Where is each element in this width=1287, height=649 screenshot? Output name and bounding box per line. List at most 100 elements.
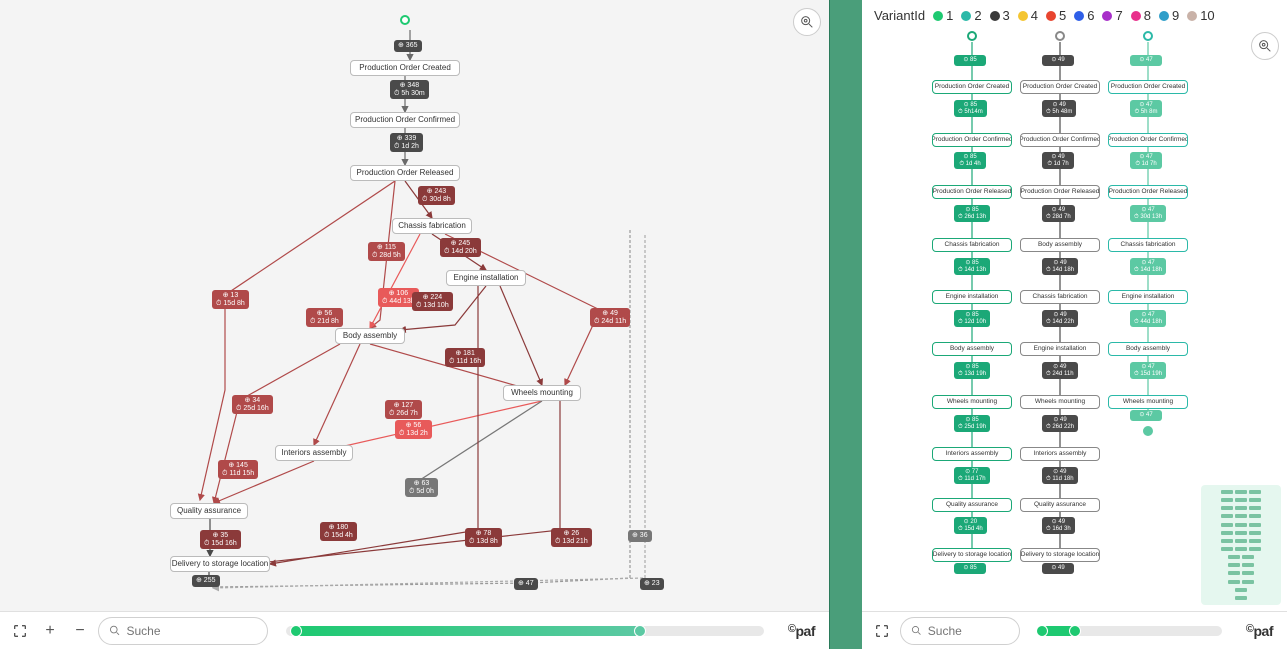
search-box-left[interactable] <box>98 617 268 645</box>
lane-badge[interactable]: ⊙ 85⏱ 25d 19h <box>954 415 990 432</box>
lane-badge[interactable]: ⊙ 85⏱ 26d 13h <box>954 205 990 222</box>
lane-badge[interactable]: ⊙ 49⏱ 16d 3h <box>1042 517 1075 534</box>
zoom-in-button[interactable]: + <box>38 619 62 643</box>
lane-node[interactable]: Body assembly <box>1108 342 1188 356</box>
edge-badge[interactable]: ⊕ 255 <box>192 575 220 587</box>
lane-badge[interactable]: ⊙ 85⏱ 12d 10h <box>954 310 990 327</box>
lane-badge[interactable]: ⊙ 49⏱ 14d 18h <box>1042 258 1078 275</box>
lane-badge[interactable]: ⊙ 47 <box>1130 55 1162 66</box>
lane-node[interactable]: Chassis fabrication <box>932 238 1012 252</box>
edge-badge[interactable]: ⊕ 56⏱ 21d 8h <box>306 308 343 327</box>
edge-badge[interactable]: ⊕ 56⏱ 13d 2h <box>395 420 432 439</box>
slider-handle[interactable] <box>1036 625 1048 637</box>
fullscreen-button[interactable] <box>8 619 32 643</box>
edge-badge[interactable]: ⊕ 348⏱ 5h 30m <box>390 80 429 99</box>
lane-badge[interactable]: ⊙ 49⏱ 5h 48m <box>1042 100 1076 117</box>
edge-badge[interactable]: ⊕ 26⏱ 13d 21h <box>551 528 592 547</box>
lane-badge[interactable]: ⊙ 49 <box>1042 563 1074 574</box>
edge-badge[interactable]: ⊕ 47 <box>514 578 538 590</box>
lane-node[interactable]: Engine installation <box>932 290 1012 304</box>
lane-badge[interactable]: ⊙ 47⏱ 15d 19h <box>1130 362 1166 379</box>
lane-node[interactable]: Production Order Released <box>1020 185 1100 199</box>
lane-badge[interactable]: ⊙ 49⏱ 14d 22h <box>1042 310 1078 327</box>
lane-node[interactable]: Engine installation <box>1020 342 1100 356</box>
flow-node[interactable]: Body assembly <box>335 328 405 344</box>
lane-node[interactable]: Production Order Confirmed <box>1108 133 1188 147</box>
edge-badge[interactable]: ⊕ 339⏱ 1d 2h <box>390 133 423 152</box>
lane-node[interactable]: Production Order Released <box>932 185 1012 199</box>
lane-badge[interactable]: ⊙ 47⏱ 14d 18h <box>1130 258 1166 275</box>
slider-handle[interactable] <box>1069 625 1081 637</box>
lane-badge[interactable]: ⊙ 47⏱ 5h 8m <box>1130 100 1162 117</box>
lane-badge[interactable]: ⊙ 49⏱ 1d 7h <box>1042 152 1074 169</box>
lane-node[interactable]: Production Order Created <box>932 80 1012 94</box>
lane-node[interactable]: Wheels mounting <box>1108 395 1188 409</box>
flow-node[interactable]: Wheels mounting <box>503 385 581 401</box>
lane-node[interactable]: Delivery to storage location <box>1020 548 1100 562</box>
lane-badge[interactable]: ⊙ 85⏱ 14d 13h <box>954 258 990 275</box>
edge-badge[interactable]: ⊕ 63⏱ 5d 0h <box>405 478 438 497</box>
edge-badge[interactable]: ⊕ 145⏱ 11d 15h <box>218 460 258 479</box>
lane-node[interactable]: Body assembly <box>1020 238 1100 252</box>
lane-node[interactable]: Production Order Confirmed <box>932 133 1012 147</box>
edge-badge[interactable]: ⊕ 243⏱ 30d 8h <box>418 186 455 205</box>
flow-node[interactable]: Production Order Created <box>350 60 460 76</box>
edge-badge[interactable]: ⊕ 181⏱ 11d 16h <box>445 348 485 367</box>
edge-badge[interactable]: ⊕ 36 <box>628 530 652 542</box>
lane-node[interactable]: Production Order Created <box>1108 80 1188 94</box>
flow-node[interactable]: Delivery to storage location <box>170 556 270 572</box>
flow-node[interactable]: Engine installation <box>446 270 526 286</box>
edge-badge[interactable]: ⊕ 49⏱ 24d 11h <box>590 308 630 327</box>
variant-slider-left[interactable] <box>286 626 764 636</box>
edge-badge[interactable]: ⊕ 34⏱ 25d 16h <box>232 395 273 414</box>
edge-badge[interactable]: ⊕ 127⏱ 26d 7h <box>385 400 422 419</box>
lane-node[interactable]: Wheels mounting <box>932 395 1012 409</box>
edge-badge[interactable]: ⊕ 13⏱ 15d 8h <box>212 290 249 309</box>
slider-handle[interactable] <box>290 625 302 637</box>
lane-badge[interactable]: ⊙ 49 <box>1042 55 1074 66</box>
lane-node[interactable]: Chassis fabrication <box>1020 290 1100 304</box>
panel-divider[interactable] <box>830 0 862 649</box>
lane-badge[interactable]: ⊙ 47⏱ 1d 7h <box>1130 152 1162 169</box>
slider-handle[interactable] <box>634 625 646 637</box>
lane-node[interactable]: Wheels mounting <box>1020 395 1100 409</box>
lane-badge[interactable]: ⊙ 85 <box>954 55 986 66</box>
search-box-right[interactable] <box>900 617 1020 645</box>
edge-badge[interactable]: ⊕ 365 <box>394 40 422 52</box>
zoom-out-button[interactable]: − <box>68 619 92 643</box>
fullscreen-button-right[interactable] <box>870 619 894 643</box>
lane-badge[interactable]: ⊙ 85 <box>954 563 986 574</box>
search-input-left[interactable] <box>126 624 257 638</box>
lane-node[interactable]: Interiors assembly <box>932 447 1012 461</box>
search-input-right[interactable] <box>928 624 1009 638</box>
lane-node[interactable]: Body assembly <box>932 342 1012 356</box>
edge-badge[interactable]: ⊕ 224⏱ 13d 10h <box>412 292 453 311</box>
lane-badge[interactable]: ⊙ 85⏱ 5h14m <box>954 100 987 117</box>
edge-badge[interactable]: ⊕ 115⏱ 28d 5h <box>368 242 405 261</box>
right-flow-canvas[interactable]: VariantId 12345678910 Production Order C… <box>862 0 1287 611</box>
lane-node[interactable]: Engine installation <box>1108 290 1188 304</box>
lane-node[interactable]: Delivery to storage location <box>932 548 1012 562</box>
left-flow-canvas[interactable]: Production Order Created Production Order… <box>0 0 829 611</box>
flow-node[interactable]: Chassis fabrication <box>392 218 472 234</box>
edge-badge[interactable]: ⊕ 245⏱ 14d 20h <box>440 238 481 257</box>
edge-badge[interactable]: ⊕ 78⏱ 13d 8h <box>465 528 502 547</box>
lane-badge[interactable]: ⊙ 49⏱ 28d 7h <box>1042 205 1075 222</box>
lane-badge[interactable]: ⊙ 20⏱ 15d 4h <box>954 517 987 534</box>
flow-node[interactable]: Production Order Confirmed <box>350 112 460 128</box>
lane-node[interactable]: Quality assurance <box>1020 498 1100 512</box>
lane-badge[interactable]: ⊙ 47⏱ 44d 18h <box>1130 310 1166 327</box>
flow-node[interactable]: Interiors assembly <box>275 445 353 461</box>
lane-badge[interactable]: ⊙ 77⏱ 11d 17h <box>954 467 990 484</box>
lane-badge[interactable]: ⊙ 85⏱ 13d 19h <box>954 362 990 379</box>
edge-badge[interactable]: ⊕ 23 <box>640 578 664 590</box>
lane-badge[interactable]: ⊙ 47⏱ 30d 13h <box>1130 205 1166 222</box>
lane-badge[interactable]: ⊙ 47 <box>1130 410 1162 421</box>
lane-node[interactable]: Production Order Confirmed <box>1020 133 1100 147</box>
lane-node[interactable]: Quality assurance <box>932 498 1012 512</box>
flow-node[interactable]: Production Order Released <box>350 165 460 181</box>
flow-node[interactable]: Quality assurance <box>170 503 248 519</box>
lane-node[interactable]: Production Order Created <box>1020 80 1100 94</box>
lane-node[interactable]: Chassis fabrication <box>1108 238 1188 252</box>
variant-slider-right[interactable] <box>1038 626 1222 636</box>
